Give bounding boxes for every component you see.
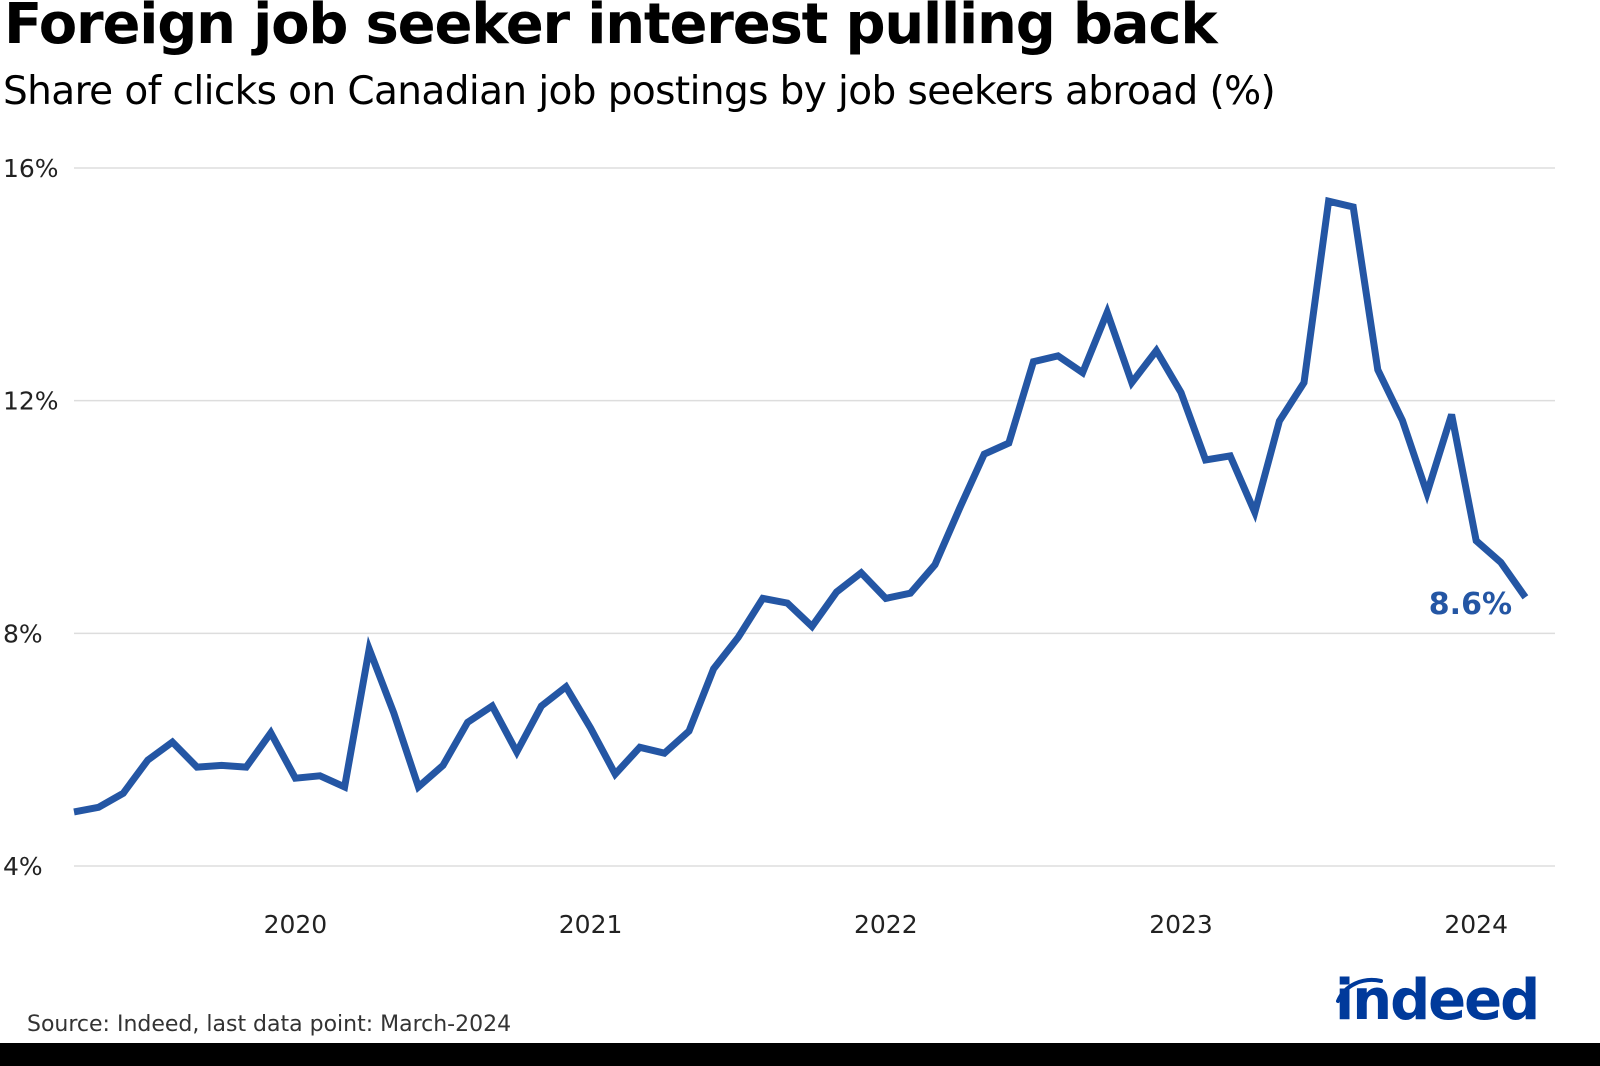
last-value-label: 8.6% [1429,587,1512,622]
y-axis-labels: 4% 8% 12% 16% [3,154,59,881]
logo-arc-icon [1336,978,1383,1003]
indeed-logo: indeed [1335,969,1550,1039]
y-tick-label: 12% [3,387,59,416]
line-chart: 4% 8% 12% 16% 2020 2021 2022 2023 2024 8.6% [3,154,1555,939]
x-tick-label: 2023 [1149,910,1213,939]
y-tick-label: 4% [3,852,43,881]
chart-title: Foreign job seeker interest pulling back [4,0,1218,57]
x-tick-label: 2024 [1444,910,1508,939]
chart-subtitle: Share of clicks on Canadian job postings… [3,69,1276,114]
logo-wordmark: indeed [1335,968,1540,1033]
series-line [73,196,1529,816]
x-tick-label: 2020 [264,910,328,939]
y-tick-label: 8% [3,619,43,648]
source-note: Source: Indeed, last data point: March-2… [27,1012,512,1037]
x-tick-label: 2021 [559,910,623,939]
bottom-bar [0,1043,1600,1066]
x-tick-label: 2022 [854,910,918,939]
y-tick-label: 16% [3,154,59,183]
gridlines [74,167,1555,867]
x-axis-labels: 2020 2021 2022 2023 2024 [264,910,1508,939]
